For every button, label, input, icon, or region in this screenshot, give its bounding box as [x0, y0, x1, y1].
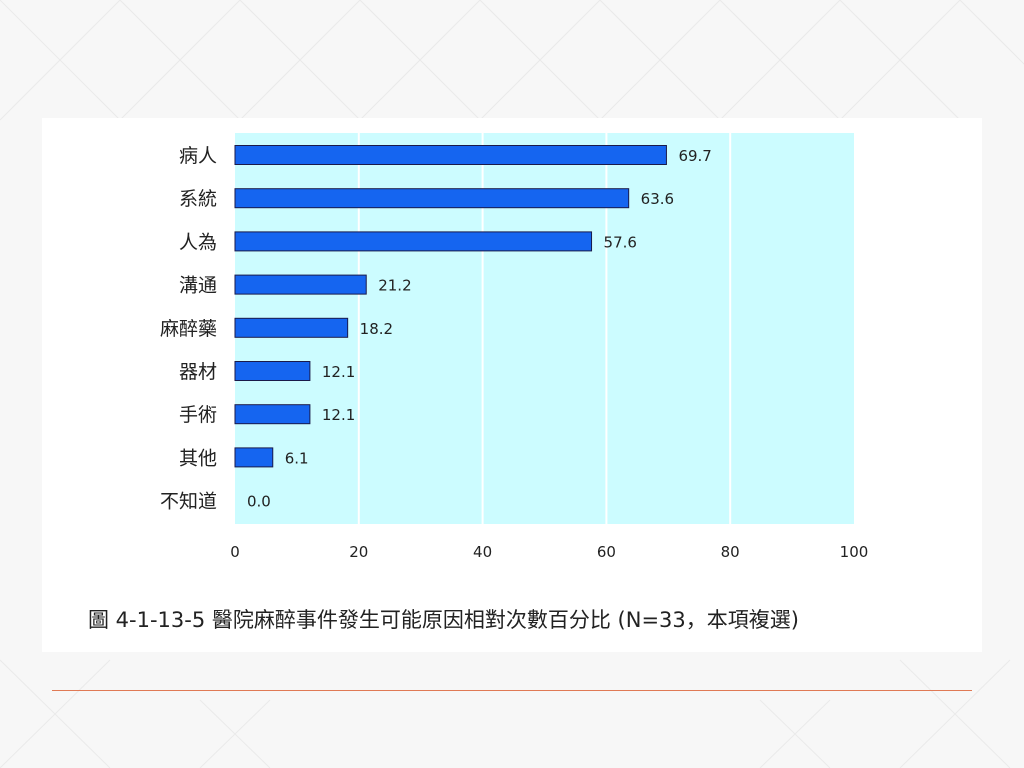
figure-caption: 圖 4-1-13-5 醫院麻醉事件發生可能原因相對次數百分比 (N=33，本項複…	[88, 608, 799, 632]
x-tick-label: 100	[840, 543, 869, 561]
x-tick-label: 80	[721, 543, 740, 561]
value-label: 21.2	[378, 277, 411, 295]
value-label: 18.2	[360, 320, 393, 338]
value-label: 0.0	[247, 493, 271, 511]
category-label: 系統	[179, 188, 217, 210]
category-label: 溝通	[179, 275, 217, 297]
bar-3	[234, 274, 367, 295]
bar-1	[234, 188, 630, 209]
bar-6	[234, 404, 311, 425]
bar-4	[234, 317, 349, 338]
value-label: 6.1	[285, 449, 309, 467]
x-tick-label: 40	[473, 543, 492, 561]
value-label: 63.6	[641, 190, 674, 208]
x-tick-label: 0	[230, 543, 240, 561]
bar-5	[234, 361, 311, 381]
bar-7	[234, 447, 274, 468]
x-tick-label: 20	[349, 543, 368, 561]
category-label: 手術	[179, 404, 217, 426]
category-label: 器材	[179, 361, 217, 383]
bar-2	[234, 231, 593, 252]
value-label: 12.1	[322, 406, 355, 424]
value-label: 12.1	[322, 363, 355, 381]
category-label: 病人	[179, 145, 217, 167]
category-label: 不知道	[160, 491, 217, 513]
bar-0	[234, 145, 667, 165]
category-label: 人為	[179, 231, 217, 253]
category-label: 其他	[179, 447, 217, 469]
divider-line	[52, 690, 972, 691]
category-label: 麻醉藥	[160, 318, 217, 340]
x-tick-label: 60	[597, 543, 616, 561]
value-label: 57.6	[604, 233, 637, 251]
value-label: 69.7	[678, 147, 711, 165]
